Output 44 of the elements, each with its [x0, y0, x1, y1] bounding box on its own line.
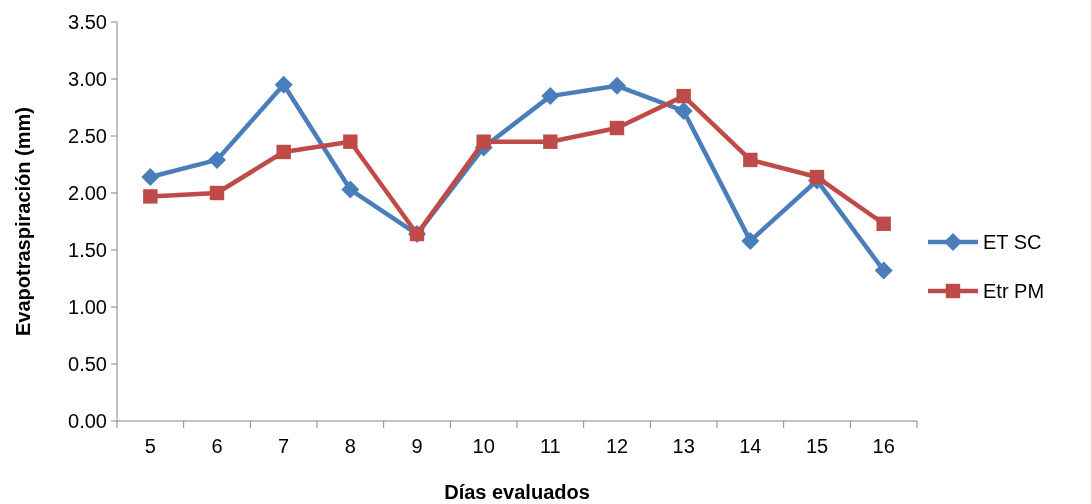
y-tick-label: 3.00	[68, 68, 107, 90]
legend-label: ET SC	[983, 231, 1042, 253]
x-tick-label: 6	[211, 435, 223, 457]
point	[541, 87, 560, 106]
point	[809, 169, 825, 185]
x-tick-label: 10	[472, 435, 495, 457]
y-tick-label: 0.50	[68, 353, 107, 375]
point	[276, 144, 291, 160]
point	[143, 189, 158, 204]
x-tick-label: 16	[872, 435, 895, 457]
point	[741, 231, 760, 250]
y-tick-label: 3.50	[68, 11, 107, 33]
x-tick-label: 11	[539, 435, 561, 457]
point	[274, 75, 293, 94]
x-tick-label: 5	[144, 435, 156, 457]
point	[343, 134, 358, 149]
y-tick-label: 1.00	[68, 296, 107, 318]
point	[209, 185, 225, 201]
y-tick-label: 2.50	[68, 125, 107, 147]
point	[543, 134, 558, 149]
x-axis-title: Días evaluados	[444, 481, 590, 503]
point	[476, 134, 491, 149]
legend-label: Etr PM	[983, 280, 1045, 302]
point	[141, 168, 160, 187]
x-tick-label: 12	[605, 435, 629, 457]
x-tick-label: 14	[739, 435, 762, 457]
point	[876, 216, 891, 231]
point	[208, 150, 226, 169]
point	[874, 261, 893, 280]
y-tick-label: 1.50	[68, 239, 107, 261]
point	[743, 152, 758, 168]
point	[676, 88, 691, 104]
x-tick-label: 9	[411, 435, 423, 457]
x-tick-label: 15	[805, 435, 829, 457]
point	[674, 101, 693, 120]
point	[341, 180, 360, 199]
y-tick-label: 0.00	[68, 410, 107, 432]
y-tick-label: 2.00	[68, 182, 107, 204]
x-tick-label: 13	[672, 435, 695, 457]
x-tick-label: 8	[344, 435, 356, 457]
point	[609, 120, 625, 136]
y-axis-title: Evapotraspiración (mm)	[12, 107, 34, 336]
point	[608, 76, 626, 95]
x-tick-label: 7	[278, 435, 290, 457]
